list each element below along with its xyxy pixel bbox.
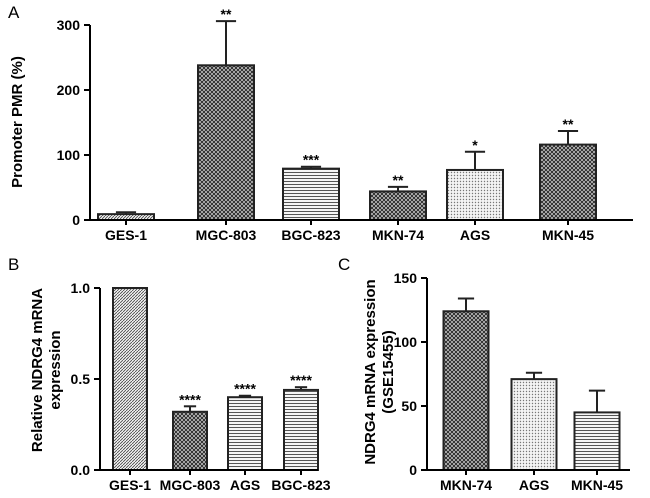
panel-a-xtick-ges-1: GES-1 bbox=[105, 227, 147, 243]
panel-a-ytick-300: 300 bbox=[57, 17, 81, 33]
panel-b-xtick-ges-1: GES-1 bbox=[109, 477, 151, 493]
panel-c-bar-mkn-45 bbox=[573, 411, 621, 471]
panel-b-bar-bgc-823 bbox=[283, 388, 319, 472]
panel-a-errorbar-mkn-45 bbox=[557, 129, 579, 145]
panel-c-bar-mkn-74 bbox=[442, 310, 490, 471]
panel-a-plot: Promoter PMR (%)GES-1**MGC-803***BGC-823… bbox=[9, 6, 633, 243]
panel-a-bar-bgc-823 bbox=[282, 167, 340, 221]
panel-a-bar-mkn-45 bbox=[539, 143, 597, 222]
panel-a-errorbar-bgc-823 bbox=[300, 165, 322, 169]
panel-b-xtick-bgc-823: BGC-823 bbox=[271, 477, 330, 493]
panel-b: B Relative NDRG4 mRNAexpression GES-1 ****… bbox=[8, 255, 331, 493]
panel-c-ytick-50: 50 bbox=[401, 398, 417, 414]
panel-c-ytick-100: 100 bbox=[394, 334, 418, 350]
panel-a-ylabel: Promoter PMR (%) bbox=[9, 56, 26, 188]
panel-c-bar-ags bbox=[510, 378, 558, 471]
panel-a-letter: A bbox=[8, 3, 20, 22]
panel-c-errorbar-mkn-74 bbox=[457, 297, 475, 312]
panel-b-errorbar-mgc-803 bbox=[183, 405, 197, 412]
panel-a-sig-mkn-74: ** bbox=[393, 172, 404, 188]
panel-a-sig-mgc-803: ** bbox=[221, 6, 232, 22]
panel-a-xtick-bgc-823: BGC-823 bbox=[281, 227, 340, 243]
panel-c: C NDRG4 mRNA expression(GSE15455) MKN-74 A… bbox=[338, 255, 630, 493]
panel-c-xtick-mkn-45: MKN-45 bbox=[571, 477, 623, 493]
panel-a-errorbar-mgc-803 bbox=[215, 20, 237, 66]
panel-a-errorbar-mkn-74 bbox=[387, 185, 409, 192]
panel-b-ytick-0.0: 0.0 bbox=[71, 462, 91, 478]
panel-a-bar-mgc-803 bbox=[197, 64, 255, 221]
panel-c-ytick-0: 0 bbox=[409, 462, 417, 478]
panel-a-xtick-mkn-74: MKN-74 bbox=[372, 227, 424, 243]
panel-a-ytick-100: 100 bbox=[57, 147, 81, 163]
panel-c-errorbar-ags bbox=[525, 371, 543, 380]
panel-a-sig-bgc-823: *** bbox=[303, 152, 320, 168]
panel-a-sig-mkn-45: ** bbox=[563, 116, 574, 132]
panel-c-xtick-ags: AGS bbox=[519, 477, 549, 493]
panel-b-bar-ags bbox=[227, 396, 263, 472]
panel-c-letter: C bbox=[338, 255, 350, 274]
panel-a-errorbar-ags bbox=[464, 150, 486, 170]
panel-b-bar-mgc-803 bbox=[172, 410, 208, 472]
panel-b-sig-bgc-823: **** bbox=[290, 372, 312, 388]
panel-a-xtick-mkn-45: MKN-45 bbox=[542, 227, 594, 243]
panel-c-ytick-150: 150 bbox=[394, 270, 418, 286]
panel-b-plot: Relative NDRG4 mRNAexpression GES-1 **** MG… bbox=[29, 280, 331, 493]
panel-b-sig-ags: **** bbox=[234, 381, 256, 397]
panel-c-xtick-mkn-74: MKN-74 bbox=[440, 477, 492, 493]
panel-a-ytick-0: 0 bbox=[72, 212, 80, 228]
panel-b-ytick-1.0: 1.0 bbox=[71, 280, 91, 296]
panel-a-bar-ags bbox=[446, 168, 504, 221]
panel-c-ylabel: NDRG4 mRNA expression(GSE15455) bbox=[362, 279, 397, 464]
panel-c-plot: NDRG4 mRNA expression(GSE15455) MKN-74 AGS… bbox=[362, 270, 630, 493]
panel-a-bar-mkn-74 bbox=[369, 190, 427, 221]
panel-a-errorbar-ges-1 bbox=[115, 211, 137, 215]
panel-b-xtick-mgc-803: MGC-803 bbox=[160, 477, 221, 493]
panel-b-sig-mgc-803: **** bbox=[179, 391, 201, 407]
panel-b-xtick-ags: AGS bbox=[230, 477, 260, 493]
panel-b-ytick-0.5: 0.5 bbox=[71, 371, 91, 387]
panel-a-sig-ags: * bbox=[472, 137, 478, 153]
panel-a: A Promoter PMR (%)GES-1**MGC-803***BGC-8… bbox=[8, 3, 633, 243]
panel-b-errorbar-ags bbox=[238, 394, 252, 398]
panel-a-ytick-200: 200 bbox=[57, 82, 81, 98]
panel-b-letter: B bbox=[8, 255, 19, 274]
panel-b-errorbar-bgc-823 bbox=[294, 386, 308, 390]
panel-a-xtick-ags: AGS bbox=[460, 227, 490, 243]
panel-a-xtick-mgc-803: MGC-803 bbox=[196, 227, 257, 243]
panel-b-ylabel: Relative NDRG4 mRNAexpression bbox=[29, 288, 64, 452]
panel-b-bar-ges-1 bbox=[112, 287, 148, 471]
panel-c-errorbar-mkn-45 bbox=[588, 389, 606, 413]
